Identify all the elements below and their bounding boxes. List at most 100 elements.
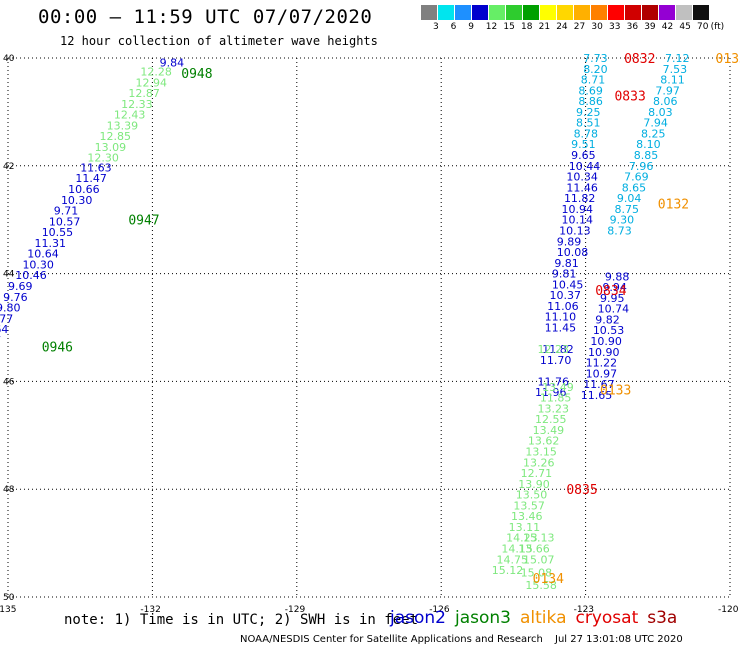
legend-label: 39 — [644, 22, 656, 32]
legend-swatch — [523, 5, 540, 20]
legend-swatch — [557, 5, 574, 20]
satellite-legend-item: s3a — [647, 608, 678, 628]
legend-label: 33 — [609, 22, 621, 32]
wave-height-value: 12.33 — [121, 98, 153, 111]
color-scale-labels: 3 6 9 12 15 18 21 24 27 30 33 36 39 42 45 70 (ft) — [421, 22, 740, 34]
wave-height-value: 15.12 — [492, 564, 524, 577]
wave-height-value: 10.14 — [562, 214, 594, 227]
wave-height-value: 12.30 — [87, 152, 119, 165]
wave-height-value: 13.57 — [513, 499, 545, 512]
legend-label: 36 — [626, 22, 639, 32]
wave-height-value: 8.69 — [578, 84, 603, 97]
pass-time-label: 0133 — [600, 383, 631, 398]
x-tick-label: -132 — [140, 605, 160, 615]
wave-height-value: 10.94 — [562, 203, 594, 216]
wave-height-value: 13.90 — [518, 478, 550, 491]
y-tick-label: 50 — [3, 593, 15, 603]
credit-text: NOAA/NESDIS Center for Satellite Applica… — [240, 634, 543, 645]
wave-height-value: 13.11 — [509, 521, 541, 534]
wave-height-value: 13.46 — [511, 510, 543, 523]
wave-height-value: 7.96 — [629, 160, 654, 173]
wave-height-value: 7.69 — [624, 171, 649, 184]
wave-height-value: 8.75 — [614, 203, 639, 216]
wave-height-value: 8.71 — [581, 74, 606, 87]
pass-time-label: 0948 — [181, 67, 212, 82]
pass-time-label: 0835 — [566, 483, 597, 498]
legend-swatch — [591, 5, 608, 20]
legend-swatch — [625, 5, 642, 20]
legend-swatch — [455, 5, 472, 20]
legend-label: 12 — [485, 22, 498, 32]
wave-height-value: 8.11 — [660, 74, 685, 87]
wave-height-value: 10.90 — [588, 346, 620, 359]
wave-height-value: 10.46 — [15, 269, 47, 282]
wave-height-value: 11.67 — [583, 378, 615, 391]
wave-height-value: 13.15 — [525, 445, 557, 458]
wave-height-value: 11.82 — [542, 343, 574, 356]
wave-height-value: 9.51 — [571, 138, 596, 151]
satellite-legend-item: altika — [520, 608, 567, 628]
satellite-legend-item: jason3 — [455, 608, 511, 628]
color-scale-legend — [421, 5, 710, 20]
pass-time-label: 0833 — [614, 90, 645, 105]
wave-height-value: 15.58 — [525, 579, 557, 592]
wave-height-value: 10.44 — [569, 160, 601, 173]
wave-height-value: 7.73 — [583, 52, 608, 65]
legend-label: 24 — [556, 22, 568, 32]
wave-height-value: 14.75 — [497, 553, 529, 566]
wave-height-value: 11.31 — [34, 237, 65, 250]
legend-unit: (ft) — [710, 22, 725, 32]
wave-height-value: 7.97 — [655, 84, 680, 97]
page-subtitle: 12 hour collection of altimeter wave hei… — [60, 34, 378, 48]
legend-swatch — [659, 5, 676, 20]
wave-height-value: 12.71 — [521, 467, 553, 480]
wave-height-value: 9.69 — [8, 280, 33, 293]
wave-height-value: 15.08 — [521, 567, 553, 580]
legend-swatch — [489, 5, 506, 20]
y-tick-label: 48 — [3, 485, 15, 495]
y-tick-label: 42 — [3, 162, 14, 172]
wave-height-value: 12.43 — [114, 109, 146, 122]
legend-swatch — [421, 5, 438, 20]
wave-height-value: 9.30 — [610, 214, 635, 227]
pass-time-label: 0947 — [128, 214, 159, 229]
wave-height-value: 12.85 — [99, 130, 131, 143]
wave-height-value: 8.03 — [648, 106, 673, 119]
wave-height-value: 10.34 — [566, 171, 598, 184]
legend-label: 3 — [433, 22, 439, 32]
wave-height-value: 9.04 — [617, 192, 642, 205]
legend-label: 15 — [503, 22, 515, 32]
wave-height-value: 11.22 — [586, 357, 618, 370]
legend-label: 6 — [450, 22, 457, 32]
wave-height-value: 8.25 — [641, 127, 666, 140]
x-tick-label: -129 — [285, 605, 306, 615]
x-tick-label: -126 — [429, 605, 450, 615]
wave-height-value: 9.82 — [595, 313, 620, 326]
wave-height-value: 9.71 — [54, 205, 79, 218]
legend-swatch — [608, 5, 625, 20]
wave-height-value: 15.13 — [523, 532, 555, 545]
legend-swatch — [540, 5, 557, 20]
wave-height-value: 14.15 — [501, 542, 533, 555]
wave-height-value: 9.76 — [3, 291, 28, 304]
legend-label: 27 — [573, 22, 586, 32]
legend-swatch — [693, 5, 710, 20]
wave-height-value: 12.55 — [535, 413, 567, 426]
wave-height-value: 10.74 — [598, 303, 630, 316]
legend-label: 45 — [679, 22, 691, 32]
wave-height-value: 9.84 — [160, 56, 185, 69]
wave-height-value: 13.62 — [528, 435, 560, 448]
wave-height-value: 9.94 — [602, 281, 627, 294]
satellite-legend-item: jason2 — [390, 608, 446, 628]
page-title: 00:00 – 11:59 UTC 07/07/2020 — [38, 6, 373, 28]
wave-height-value: 8.06 — [653, 95, 678, 108]
satellite-legend-item: cryosat — [575, 608, 639, 628]
wave-height-value: 13.49 — [533, 424, 565, 437]
wave-height-value: 10.97 — [586, 367, 618, 380]
wave-height-value: 13.49 — [542, 381, 574, 394]
wave-height-value: 11.70 — [540, 354, 572, 367]
wave-height-value: 13.66 — [518, 542, 550, 555]
legend-label: 18 — [521, 22, 533, 32]
wave-height-value: 9.80 — [0, 302, 20, 315]
